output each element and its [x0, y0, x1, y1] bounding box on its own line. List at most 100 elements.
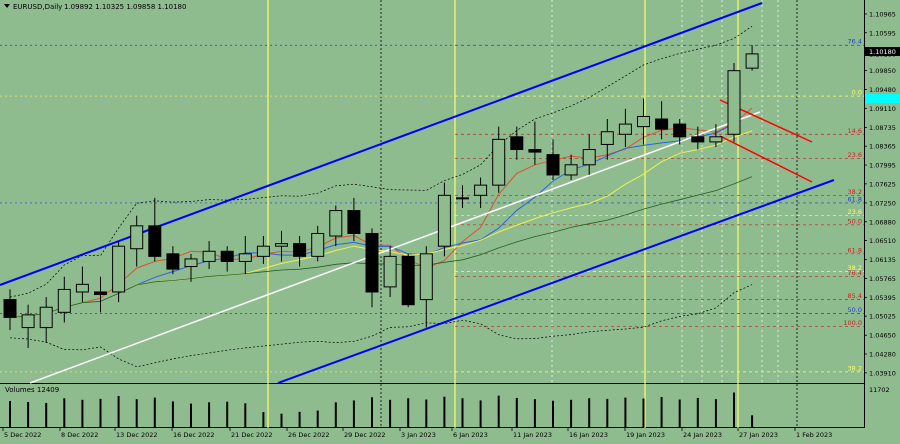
bull-candle: [202, 250, 216, 262]
bull-candle: [727, 70, 741, 135]
price-tick-label: 1.05395: [869, 294, 896, 302]
bull-candle: [238, 253, 252, 262]
time-tick-label: 1 Feb 2023: [796, 431, 832, 439]
fib-level-label: 23.6: [848, 151, 862, 159]
bull-candle: [256, 245, 270, 257]
bear-candle: [401, 255, 415, 306]
time-tick-label: 26 Dec 2022: [288, 431, 330, 439]
bull-candle: [745, 53, 759, 69]
main-plot-area: [0, 0, 864, 383]
time-tick-label: 5 Dec 2022: [4, 431, 41, 439]
time-tick-label: 13 Dec 2022: [116, 431, 158, 439]
price-tick-label: 1.05765: [869, 275, 896, 283]
time-tick-label: 16 Jan 2023: [569, 431, 608, 439]
bull-candle: [709, 136, 723, 143]
bull-candle: [618, 123, 632, 135]
bull-candle: [275, 243, 288, 247]
symbol-label: EURUSD,Daily: [13, 3, 62, 11]
bull-candle: [75, 283, 89, 293]
bull-candle: [564, 164, 578, 176]
fib-level-label: 100.0: [843, 319, 862, 327]
bear-candle: [528, 149, 542, 153]
price-tick-label: 1.08735: [869, 124, 896, 132]
bull-candle: [456, 197, 469, 200]
price-tick-label: 1.06880: [869, 218, 896, 226]
price-tick-label: 1.06510: [869, 237, 896, 245]
price-tick-label: 1.04650: [869, 332, 896, 340]
fib-level-label: 23.6: [848, 208, 862, 216]
upper-channel-line: [0, 2, 763, 286]
bear-candle: [365, 232, 379, 293]
flag-lower-line: [719, 135, 813, 183]
price-tick-label: 1.03910: [869, 369, 896, 377]
price-tick-label: 1.06135: [869, 256, 896, 264]
price-tick-label: 1.07995: [869, 162, 896, 170]
price-tick-label: 1.04280: [869, 351, 896, 359]
bear-candle: [166, 253, 180, 270]
current-price-label: 1.10180: [869, 48, 896, 56]
time-tick-label: 24 Jan 2023: [683, 431, 722, 439]
fib-level-label: 38.2: [848, 364, 862, 372]
bull-candle: [184, 258, 198, 268]
fibonacci-levels: 76.40.014.623.638.261.823.650.061.838.27…: [0, 38, 864, 372]
fib-level-label: 76.4: [848, 269, 862, 277]
bear-candle: [293, 243, 307, 257]
price-tick-label: 1.09480: [869, 86, 896, 94]
bull-candle: [57, 288, 71, 313]
bear-candle: [691, 136, 705, 143]
fib-level-label: 50.0: [848, 217, 862, 225]
bull-candle: [311, 232, 325, 257]
current-price-tag: [865, 47, 900, 56]
fib-level-label: 76.4: [848, 38, 862, 46]
price-tick-label: 1.10965: [869, 10, 896, 18]
bull-candle: [474, 184, 488, 196]
bull-candle: [39, 306, 53, 329]
bull-candle: [600, 131, 614, 145]
time-tick-label: 21 Dec 2022: [231, 431, 273, 439]
bull-candle: [112, 245, 126, 293]
time-axis-labels: 5 Dec 2022 8 Dec 2022 13 Dec 2022 16 Dec 20…: [2, 428, 832, 439]
fib-level-label: 50.0: [848, 306, 862, 314]
price-tick-label: 1.09110: [869, 105, 896, 113]
time-tick-label: 16 Dec 2022: [173, 431, 215, 439]
fib-level-label: 14.6: [848, 127, 862, 135]
bull-candle: [130, 225, 144, 250]
bear-candle: [148, 225, 162, 257]
cyan-price-marker: [865, 94, 900, 103]
price-tick-label: 1.08365: [869, 143, 896, 151]
time-tick-label: 6 Jan 2023: [453, 431, 488, 439]
fib-level-label: 61.8: [848, 246, 862, 254]
fib-level-label: 0.0: [852, 89, 862, 97]
dropdown-triangle-icon[interactable]: [4, 4, 10, 8]
bull-candle: [637, 115, 650, 128]
bull-candle: [329, 210, 343, 237]
bull-candle: [383, 255, 397, 288]
bull-candle: [21, 314, 35, 329]
candlesticks: [3, 45, 759, 348]
volume-max-label: 11702: [869, 386, 890, 394]
fib-level-label: 61.8: [848, 195, 862, 203]
fib-level-label: 85.4: [848, 292, 862, 300]
bull-candle: [492, 138, 506, 186]
time-tick-label: 29 Dec 2022: [344, 431, 386, 439]
bull-candle: [437, 194, 451, 247]
time-tick-label: 8 Dec 2022: [61, 431, 98, 439]
price-tick-label: 1.07250: [869, 199, 896, 207]
time-tick-label: 19 Jan 2023: [626, 431, 665, 439]
time-tick-label: 27 Jan 2023: [739, 431, 778, 439]
bear-candle: [94, 291, 107, 296]
ma-fast-line: [9, 107, 753, 318]
price-tick-label: 1.07625: [869, 180, 896, 188]
fib-level-label: 38.2: [848, 264, 862, 272]
bear-candle: [655, 118, 669, 130]
bear-candle: [347, 210, 361, 234]
price-tick-label: 1.10595: [869, 29, 896, 37]
bull-candle: [419, 253, 433, 301]
bear-candle: [673, 123, 687, 138]
price-tick-label: 1.09850: [869, 67, 896, 75]
ohlc-values: 1.09892 1.10325 1.09858 1.10180: [64, 3, 186, 11]
bear-candle: [3, 299, 17, 318]
price-tick-label: 1.05025: [869, 313, 896, 321]
